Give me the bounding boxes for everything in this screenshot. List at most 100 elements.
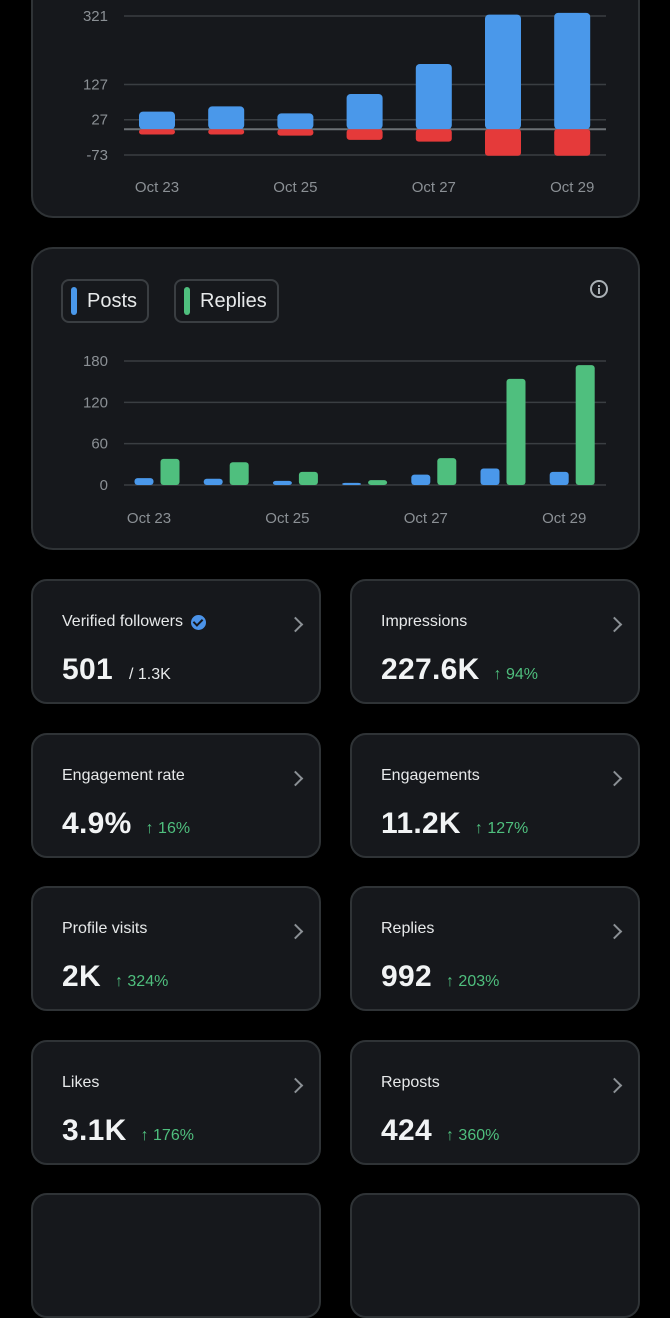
negative-bar xyxy=(139,129,175,135)
x-tick-label: Oct 27 xyxy=(404,510,448,527)
y-tick-label: 120 xyxy=(83,394,108,411)
metric-title-text: Engagement rate xyxy=(62,767,185,784)
negative-bar xyxy=(415,129,452,142)
x-tick-label: Oct 23 xyxy=(135,179,179,196)
positive-bar xyxy=(139,111,175,130)
positive-bar xyxy=(485,14,521,130)
positive-bar xyxy=(208,106,245,130)
metric-card-partial-right[interactable] xyxy=(350,1193,640,1318)
metric-value-row: 227.6K ↑ 94% xyxy=(381,653,538,687)
metric-card-verified-followers[interactable]: Verified followers 501 / 1.3K xyxy=(31,579,321,704)
metric-title: Engagement rate xyxy=(62,767,185,785)
chevron-right-icon xyxy=(287,770,304,787)
posts-bar xyxy=(134,478,154,485)
posts-swatch xyxy=(71,287,77,315)
metric-delta: ↑ 16% xyxy=(145,820,191,837)
posts-bar xyxy=(411,474,431,485)
negative-bar xyxy=(277,129,314,136)
metric-value-row: 992 ↑ 203% xyxy=(381,960,499,994)
metric-delta: ↑ 176% xyxy=(140,1127,194,1144)
metric-value-row: 3.1K ↑ 176% xyxy=(62,1114,194,1148)
metric-delta: ↑ 94% xyxy=(493,666,539,683)
metric-card-impressions[interactable]: Impressions 227.6K ↑ 94% xyxy=(350,579,640,704)
metric-card-likes[interactable]: Likes 3.1K ↑ 176% xyxy=(31,1040,321,1165)
metric-total: / 1.3K xyxy=(128,666,171,683)
metric-value: 227.6K xyxy=(381,653,480,686)
metric-title: Likes xyxy=(62,1074,99,1092)
metric-title-text: Verified followers xyxy=(62,613,183,630)
legend-replies-toggle[interactable]: Replies xyxy=(174,279,279,323)
replies-bar xyxy=(368,480,388,485)
chevron-right-icon xyxy=(606,770,623,787)
metric-title-text: Engagements xyxy=(381,767,480,784)
negative-bar xyxy=(208,129,245,135)
replies-bar xyxy=(298,471,318,485)
replies-bar xyxy=(575,365,595,485)
chevron-right-icon xyxy=(606,923,623,940)
net-chart: 321 127 27 -73 Oct 23 Oct 25 Oct 27 Oct 29 xyxy=(83,8,606,196)
metric-title-text: Reposts xyxy=(381,1074,440,1091)
posts-bar xyxy=(549,471,569,485)
y-tick-label: 60 xyxy=(91,436,108,453)
chevron-right-icon xyxy=(287,923,304,940)
replies-bar xyxy=(506,378,526,485)
metric-value: 4.9% xyxy=(62,807,132,840)
legend-replies-label: Replies xyxy=(200,289,267,312)
metric-card-reposts[interactable]: Reposts 424 ↑ 360% xyxy=(350,1040,640,1165)
x-tick-label: Oct 29 xyxy=(542,510,586,527)
metric-card-engagement-rate[interactable]: Engagement rate 4.9% ↑ 16% xyxy=(31,733,321,858)
replies-bar xyxy=(229,462,249,485)
metric-title-text: Profile visits xyxy=(62,920,148,937)
y-tick-label: 127 xyxy=(83,76,108,93)
net-chart-card: 321 127 27 -73 Oct 23 Oct 25 Oct 27 Oct 29 xyxy=(31,0,640,218)
chevron-right-icon xyxy=(287,616,304,633)
x-tick-label: Oct 25 xyxy=(273,179,317,196)
metric-card-profile-visits[interactable]: Profile visits 2K ↑ 324% xyxy=(31,886,321,1011)
posts-bar xyxy=(203,478,223,485)
positive-bar xyxy=(554,12,591,130)
info-icon[interactable] xyxy=(590,280,608,298)
positive-bar xyxy=(346,93,383,130)
metric-title: Profile visits xyxy=(62,920,147,938)
positive-bar xyxy=(277,113,314,130)
metric-value: 501 xyxy=(62,653,113,686)
metric-value: 424 xyxy=(381,1114,432,1147)
metric-value-row: 2K ↑ 324% xyxy=(62,960,168,994)
metric-delta: ↑ 324% xyxy=(114,973,169,990)
chevron-right-icon xyxy=(606,1077,623,1094)
y-tick-label: 321 xyxy=(83,8,108,25)
negative-bar xyxy=(346,129,383,140)
metric-title: Replies xyxy=(381,920,434,938)
metric-title-text: Likes xyxy=(62,1074,100,1091)
metric-delta: ↑ 360% xyxy=(445,1127,500,1144)
legend-posts-toggle[interactable]: Posts xyxy=(61,279,150,323)
x-tick-label: Oct 25 xyxy=(265,510,309,527)
y-tick-label: 27 xyxy=(91,112,108,129)
y-tick-label: 180 xyxy=(83,353,108,370)
posts-bar xyxy=(480,468,500,485)
metric-card-engagements[interactable]: Engagements 11.2K ↑ 127% xyxy=(350,733,640,858)
metric-value-row: 4.9% ↑ 16% xyxy=(62,807,190,841)
metric-value: 2K xyxy=(62,960,101,993)
metric-card-partial-left[interactable] xyxy=(31,1193,321,1318)
metric-title: Impressions xyxy=(381,613,467,631)
metric-card-replies[interactable]: Replies 992 ↑ 203% xyxy=(350,886,640,1011)
verified-badge-icon xyxy=(190,614,206,630)
posts-replies-chart-card: Posts Replies 0 60 120 180 Oct 23 Oct 25 Oct 2… xyxy=(31,247,640,550)
negative-bar xyxy=(485,129,521,156)
y-tick-label: 0 xyxy=(100,477,108,494)
metric-title: Engagements xyxy=(381,767,480,785)
legend-posts-label: Posts xyxy=(87,289,138,312)
posts-bar xyxy=(272,480,292,485)
metric-value-row: 11.2K ↑ 127% xyxy=(381,807,528,841)
replies-bar xyxy=(160,458,180,485)
x-tick-label: Oct 23 xyxy=(127,510,171,527)
metric-delta: ↑ 127% xyxy=(474,820,529,837)
replies-swatch xyxy=(184,287,190,315)
posts-bar xyxy=(342,482,362,485)
metric-value: 11.2K xyxy=(381,807,461,840)
replies-bar xyxy=(437,458,457,485)
metric-value: 992 xyxy=(381,960,432,993)
metric-title-text: Replies xyxy=(381,920,435,937)
posts-replies-chart: 0 60 120 180 Oct 23 Oct 25 Oct 27 Oct 29 xyxy=(83,353,606,527)
